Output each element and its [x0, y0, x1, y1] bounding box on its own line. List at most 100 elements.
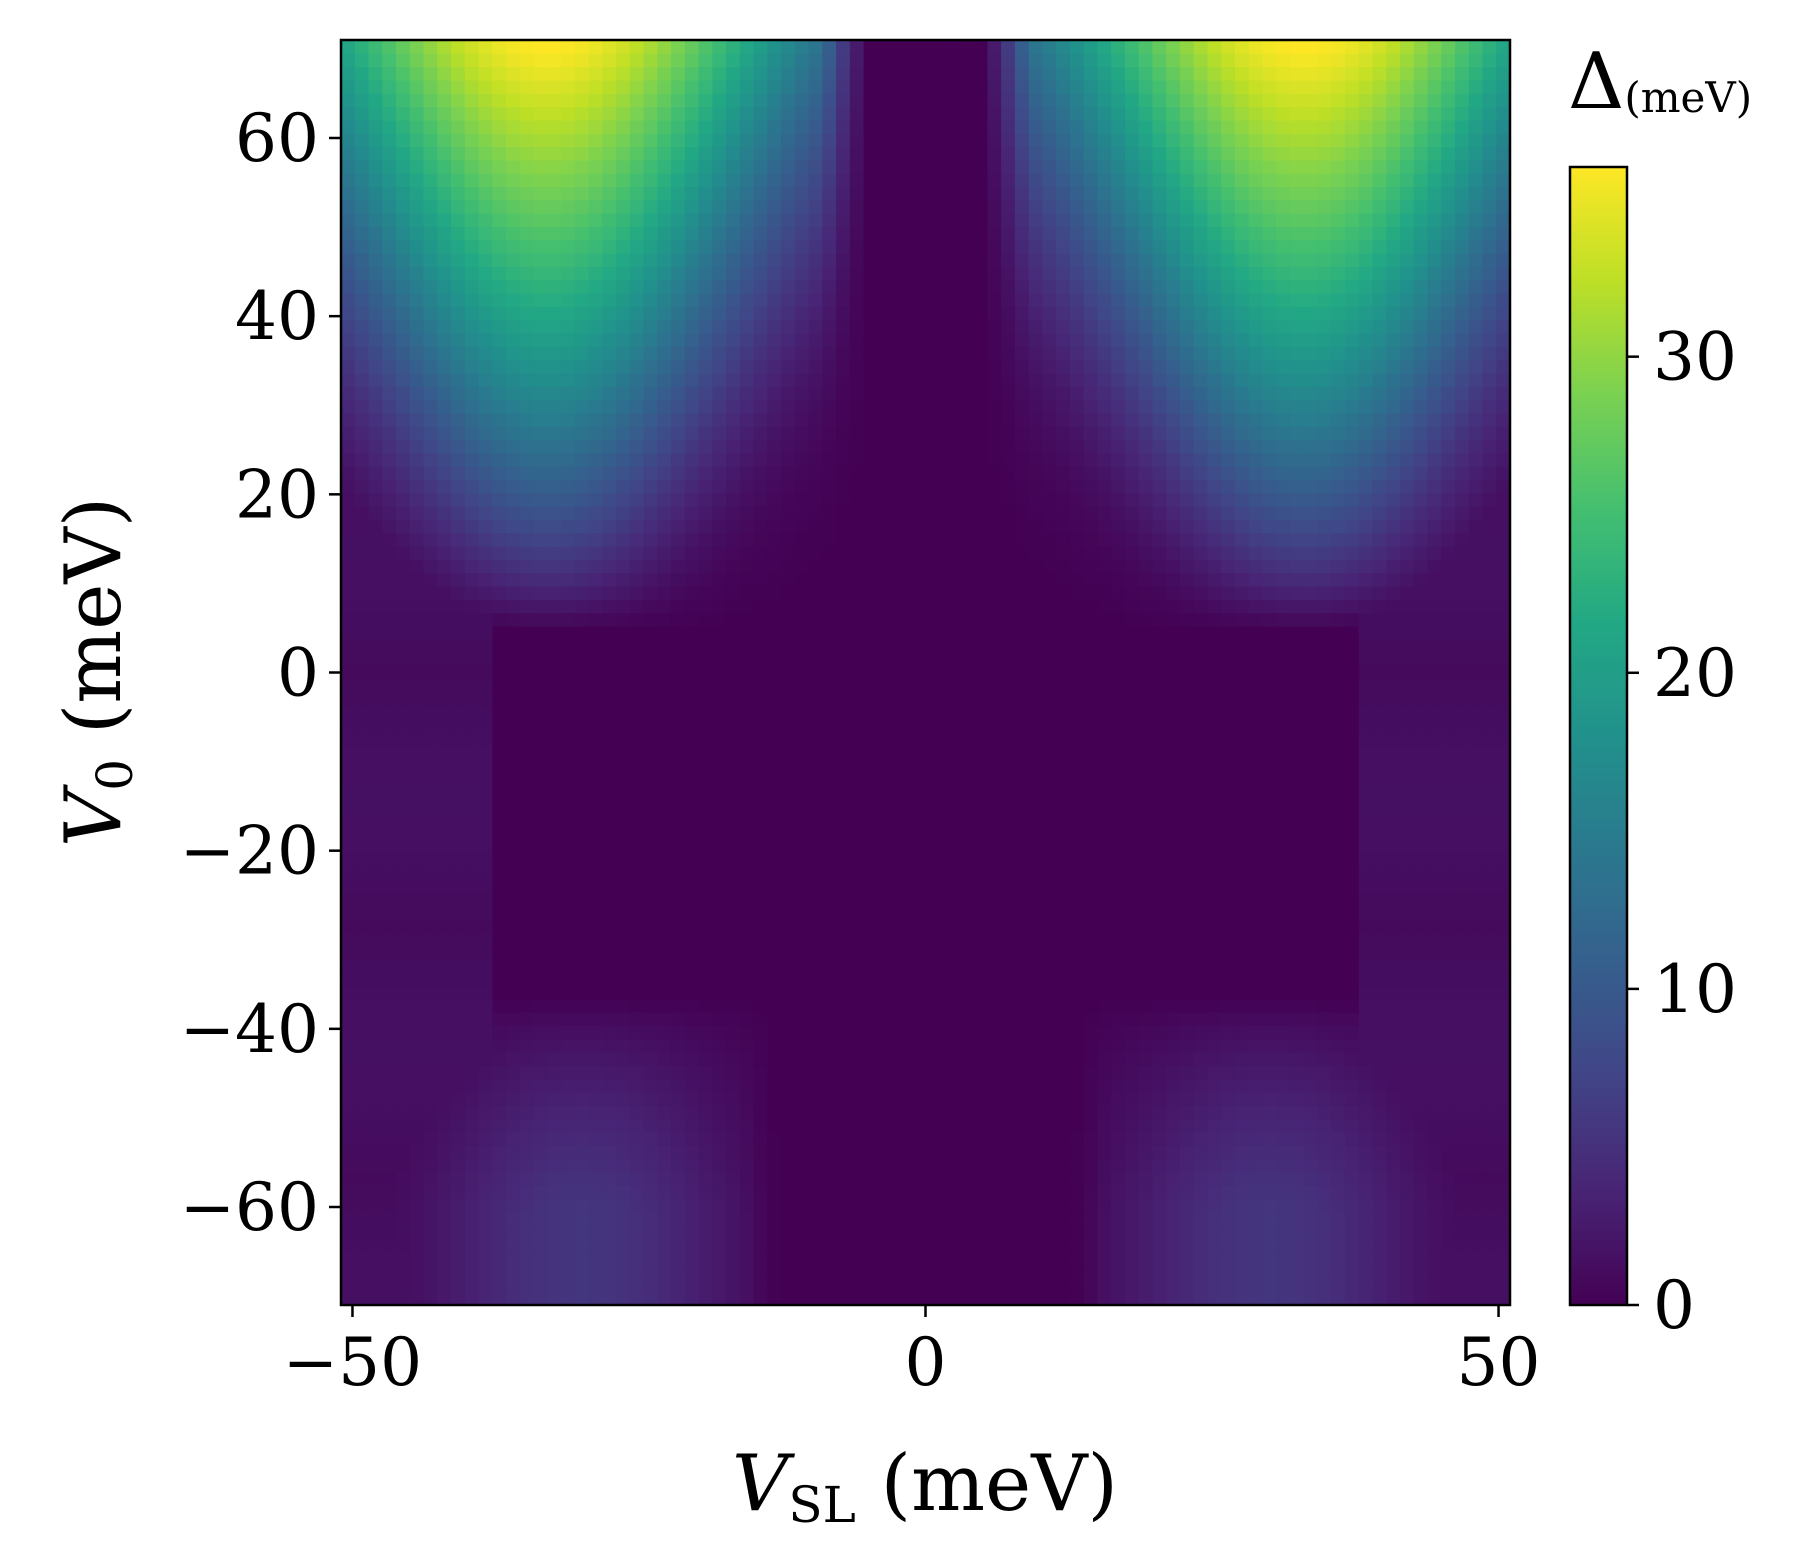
heatmap-cell	[1289, 1291, 1305, 1306]
heatmap-cell	[1014, 1131, 1030, 1146]
heatmap-cell	[409, 825, 425, 840]
heatmap-cell	[643, 1251, 658, 1266]
heatmap-cell	[1111, 745, 1126, 760]
heatmap-cell	[464, 892, 480, 907]
heatmap-cell	[698, 719, 713, 734]
heatmap-cell	[1441, 1211, 1456, 1226]
heatmap-cell	[1344, 772, 1360, 787]
heatmap-cell	[1303, 958, 1319, 973]
heatmap-cell	[451, 1225, 466, 1240]
heatmap-cell	[1042, 1131, 1057, 1146]
heatmap-cell	[1289, 985, 1305, 1000]
heatmap-cell	[451, 799, 466, 813]
heatmap-cell	[877, 546, 892, 560]
heatmap-cell	[891, 878, 906, 893]
heatmap-cell	[684, 1065, 700, 1080]
heatmap-cell	[478, 985, 493, 1000]
heatmap-cell	[781, 559, 796, 574]
heatmap-cell	[1427, 639, 1442, 654]
heatmap-cell	[712, 838, 727, 853]
heatmap-cell	[561, 785, 576, 800]
heatmap-cell	[946, 1078, 961, 1093]
heatmap-cell	[946, 799, 961, 813]
heatmap-cell	[437, 1091, 452, 1106]
heatmap-cell	[1138, 958, 1154, 973]
heatmap-cell	[1468, 972, 1484, 987]
heatmap-cell	[946, 918, 961, 933]
heatmap-cell	[918, 612, 933, 627]
heatmap-cell	[781, 1131, 796, 1146]
heatmap-cell	[671, 612, 686, 627]
heatmap-cell	[1344, 679, 1360, 694]
heatmap-cell	[877, 799, 892, 813]
heatmap-cell	[1097, 559, 1112, 574]
heatmap-cell	[533, 998, 548, 1013]
heatmap-cell	[1124, 838, 1140, 853]
heatmap-cell	[1399, 985, 1415, 1000]
heatmap-cell	[1317, 878, 1332, 893]
heatmap-cell	[1111, 892, 1126, 907]
heatmap-cell	[698, 599, 713, 614]
heatmap-cell	[368, 1025, 383, 1040]
heatmap-cell	[1221, 1251, 1236, 1266]
heatmap-cell	[1427, 1105, 1442, 1120]
heatmap-cell	[1166, 1265, 1181, 1279]
heatmap-cell	[1427, 998, 1442, 1013]
heatmap-cell	[657, 705, 672, 720]
heatmap-cell	[643, 1238, 658, 1253]
heatmap-cell	[1042, 585, 1057, 600]
heatmap-cell	[1001, 1238, 1016, 1253]
heatmap-cell	[396, 585, 411, 600]
heatmap-cell	[1317, 1012, 1332, 1026]
heatmap-cell	[1399, 945, 1415, 960]
heatmap-cell	[1207, 1198, 1222, 1213]
heatmap-cell	[423, 918, 438, 933]
heatmap-cell	[1262, 972, 1277, 987]
heatmap-cell	[1303, 705, 1319, 720]
heatmap-cell	[519, 759, 535, 773]
heatmap-cell	[643, 865, 658, 880]
heatmap-cell	[973, 599, 988, 614]
heatmap-cell	[1248, 719, 1264, 734]
heatmap-cell	[1207, 532, 1222, 547]
heatmap-cell	[1482, 785, 1497, 800]
heatmap-cell	[1289, 1105, 1305, 1120]
heatmap-cell	[1496, 759, 1511, 773]
heatmap-cell	[1344, 692, 1360, 707]
heatmap-cell	[396, 985, 411, 1000]
heatmap-cell	[368, 1225, 383, 1240]
heatmap-cell	[987, 1251, 1002, 1266]
heatmap-cell	[739, 625, 755, 640]
heatmap-cell	[767, 1265, 782, 1279]
heatmap-cell	[1262, 1291, 1277, 1306]
heatmap-cell	[932, 892, 947, 907]
heatmap-cell	[1179, 585, 1195, 600]
heatmap-cell	[1014, 1225, 1030, 1240]
heatmap-cell	[973, 785, 988, 800]
heatmap-cell	[1069, 852, 1085, 867]
heatmap-cell	[822, 918, 837, 933]
heatmap-cell	[492, 639, 507, 654]
heatmap-cell	[698, 985, 713, 1000]
heatmap-cell	[1454, 679, 1470, 694]
heatmap-cell	[739, 825, 755, 840]
heatmap-cell	[1083, 1238, 1099, 1253]
heatmap-cell	[836, 865, 851, 880]
heatmap-cell	[1221, 652, 1236, 667]
heatmap-cell	[808, 1091, 823, 1106]
heatmap-cell	[478, 559, 493, 574]
heatmap-cell	[354, 625, 370, 640]
heatmap-cell	[1262, 1078, 1277, 1093]
heatmap-cell	[891, 1265, 906, 1279]
heatmap-cell	[891, 1065, 906, 1080]
heatmap-cell	[918, 1225, 933, 1240]
heatmap-cell	[341, 998, 356, 1013]
heatmap-cell	[588, 1225, 603, 1240]
heatmap-cell	[1001, 958, 1016, 973]
heatmap-cell	[533, 825, 548, 840]
heatmap-cell	[1097, 532, 1112, 547]
heatmap-cell	[451, 1105, 466, 1120]
heatmap-cell	[1427, 945, 1442, 960]
heatmap-cell	[1248, 1158, 1264, 1173]
heatmap-cell	[712, 1065, 727, 1080]
